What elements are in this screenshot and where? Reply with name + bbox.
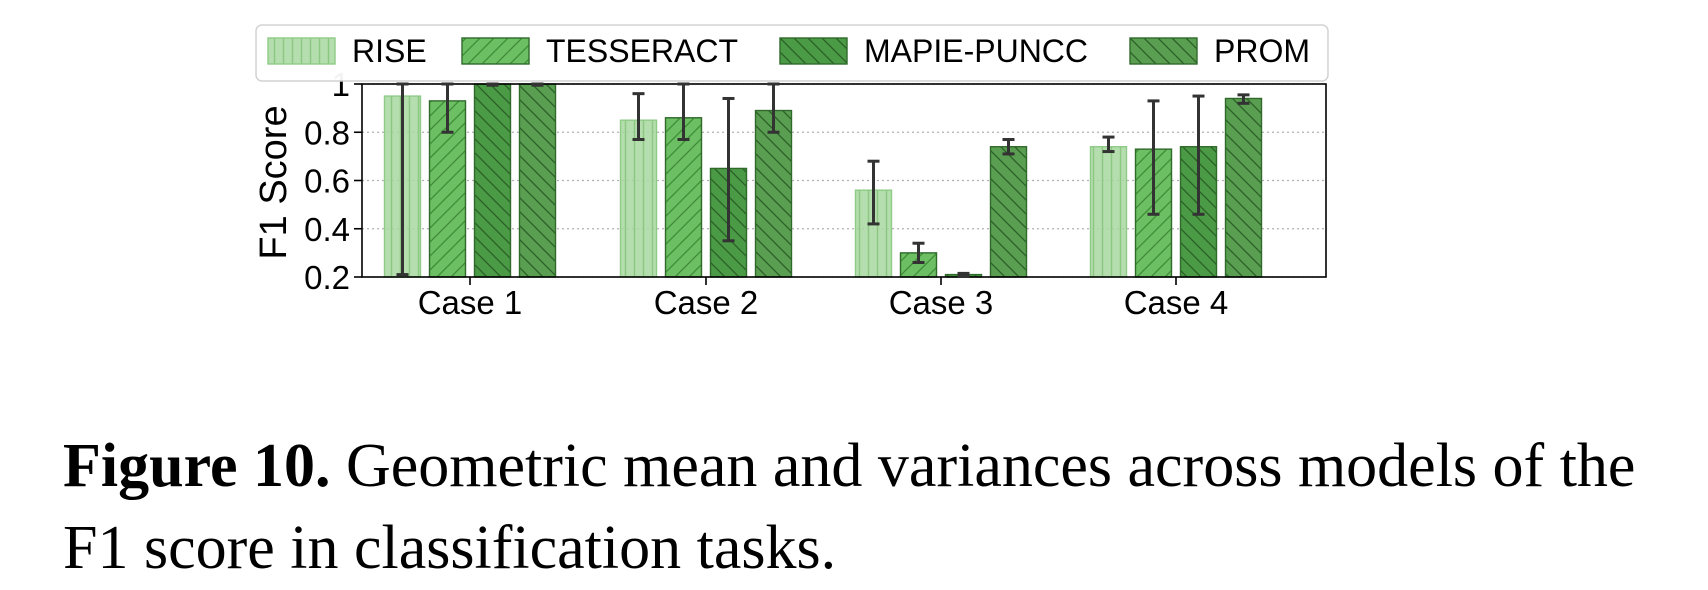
y-tick-label: 0.6	[304, 163, 350, 200]
error-bar	[867, 159, 880, 226]
error-bars	[396, 82, 1250, 278]
bar-hatch	[754, 109, 793, 278]
error-bar	[396, 82, 409, 277]
bar-hatch	[989, 146, 1028, 278]
bar-hatch	[619, 119, 658, 278]
bar-hatch	[518, 83, 557, 278]
legend-item-prom: PROM	[1129, 33, 1310, 69]
error-bar	[677, 82, 690, 141]
legend-label: MAPIE-PUNCC	[864, 33, 1088, 69]
legend-label: PROM	[1214, 33, 1310, 69]
figure-label: Figure 10.	[63, 432, 331, 500]
y-tick-label: 0.4	[304, 211, 350, 248]
bar-hatch	[473, 83, 512, 278]
error-bar	[722, 96, 735, 243]
bar-hatch	[664, 117, 703, 278]
y-axis: 0.20.40.60.81	[304, 66, 362, 296]
error-bar	[441, 82, 454, 134]
legend-label: TESSERACT	[546, 33, 738, 69]
caption-text: Geometric mean and variances across mode…	[63, 432, 1636, 582]
error-bar	[1002, 137, 1015, 156]
x-tick-label: Case 1	[418, 284, 523, 321]
error-bar	[1192, 94, 1205, 216]
legend: RISE TESSERACT MAPIE-PUNCC PROM	[255, 24, 1329, 82]
error-bar	[486, 82, 499, 87]
legend-label: RISE	[352, 33, 427, 69]
legend-swatch-hatch	[267, 37, 336, 65]
error-bar	[632, 92, 645, 141]
legend-item-rise: RISE	[267, 33, 427, 69]
bar-hatch	[1224, 97, 1263, 278]
error-bar	[767, 82, 780, 134]
y-tick-label: 0.8	[304, 114, 350, 151]
error-bar	[957, 271, 970, 278]
error-bar	[531, 82, 544, 87]
legend-swatch-hatch	[461, 37, 530, 65]
chart: 0.20.40.60.81 Case 1 Case 2 Case 3 Case 4 F…	[253, 24, 1329, 321]
legend-swatch-hatch	[1129, 37, 1198, 65]
bar-hatch	[1089, 146, 1128, 278]
legend-item-mapie-puncc: MAPIE-PUNCC	[779, 33, 1088, 69]
figure-caption: Figure 10. Geometric mean and variances …	[63, 425, 1683, 589]
y-tick-label: 0.2	[304, 259, 350, 296]
error-bar	[1102, 135, 1115, 154]
y-axis-label: F1 Score	[253, 105, 295, 259]
error-bar	[1237, 93, 1250, 105]
x-tick-label: Case 4	[1124, 284, 1229, 321]
legend-swatch-hatch	[779, 37, 848, 65]
error-bar	[912, 241, 925, 265]
x-tick-label: Case 2	[654, 284, 759, 321]
error-bar	[1147, 99, 1160, 216]
legend-item-tesseract: TESSERACT	[461, 33, 738, 69]
x-tick-label: Case 3	[889, 284, 994, 321]
x-axis: Case 1 Case 2 Case 3 Case 4	[418, 277, 1229, 321]
